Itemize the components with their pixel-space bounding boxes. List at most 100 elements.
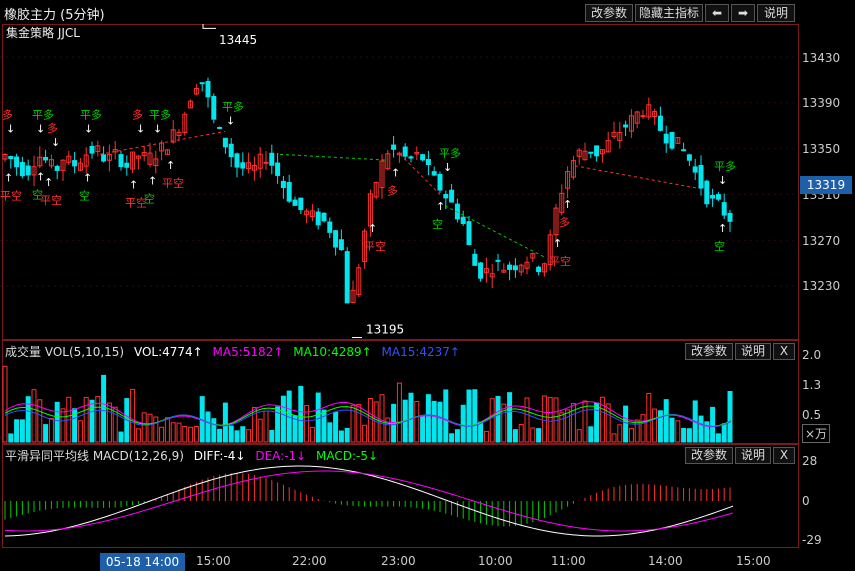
candle-body — [617, 132, 623, 142]
trade-signal-arrow: ↓ — [84, 122, 93, 135]
candle-body — [170, 129, 176, 143]
volume-bar — [512, 429, 518, 443]
trade-signal-arrow: ↓ — [51, 136, 60, 149]
volume-bar — [414, 401, 420, 443]
candle-body — [43, 156, 49, 161]
trade-signal-arrow: ↑ — [129, 178, 138, 191]
trade-signal-label: 平空 — [364, 239, 386, 253]
candle-body — [280, 180, 286, 189]
volume-bar — [362, 424, 368, 443]
candle-body — [193, 88, 199, 95]
candle-body — [663, 133, 669, 144]
high-price-label: 13445 — [219, 33, 257, 47]
volume-bar — [483, 430, 489, 443]
macd-dea-line — [4, 470, 734, 532]
volume-bar — [321, 409, 327, 443]
trade-signal-arrow: ↓ — [136, 122, 145, 135]
volume-bar — [43, 424, 49, 443]
candle-body — [710, 194, 716, 199]
time-axis: 05-18 14:00 15:00 22:00 23:00 10:00 11:0… — [0, 548, 855, 571]
trade-signal-label: 平多 — [32, 107, 54, 121]
volume-bar — [454, 429, 460, 443]
volume-bar — [135, 428, 141, 443]
volume-close-button[interactable]: X — [773, 343, 795, 360]
candle-body — [391, 144, 397, 150]
chart-title: 橡胶主力 (5分钟) — [4, 8, 105, 23]
trade-signal-arrow: ↑ — [391, 166, 400, 179]
volume-bar — [25, 396, 31, 443]
trade-signal-arrow: ↑ — [83, 171, 92, 184]
candle-body — [269, 152, 275, 166]
volume-bar — [640, 414, 646, 443]
candle-body — [704, 180, 710, 205]
trade-signal-arrow: ↑ — [36, 170, 45, 183]
candle-body — [89, 145, 95, 154]
candle-body — [652, 111, 658, 117]
trade-signal-label: 多 — [47, 121, 58, 135]
volume-params-button[interactable]: 改参数 — [685, 343, 733, 360]
candle-body — [518, 264, 524, 273]
candle-body — [309, 210, 315, 218]
volume-bar — [182, 426, 188, 443]
volume-bar — [101, 374, 107, 443]
hide-main-indicator-button[interactable]: 隐藏主指标 — [635, 4, 703, 22]
change-params-button[interactable]: 改参数 — [585, 4, 633, 22]
volume-bar — [333, 411, 339, 443]
volume-bar — [130, 388, 136, 443]
candle-body — [130, 151, 136, 170]
volume-bar — [95, 395, 101, 443]
volume-bar — [147, 413, 153, 443]
volume-bar — [425, 394, 431, 443]
scroll-left-button[interactable]: ⬅ — [705, 4, 729, 22]
ma15-value: MA15:4237↑ — [381, 345, 460, 359]
candle-body — [240, 162, 246, 169]
volume-title: 成交量 VOL(5,10,15) — [5, 345, 125, 359]
candle-body — [77, 162, 83, 171]
candle-body — [443, 193, 449, 199]
candle-body — [611, 131, 617, 138]
high-marker — [202, 24, 216, 29]
candle-body — [164, 149, 170, 155]
macd-close-button[interactable]: X — [773, 447, 795, 464]
candle-body — [344, 251, 350, 304]
candle-body — [333, 230, 339, 248]
candle-body — [19, 162, 25, 177]
candle-body — [634, 111, 640, 124]
volume-bar — [385, 417, 391, 443]
trade-signal-label: 平空 — [40, 193, 62, 207]
volume-bar — [327, 422, 333, 443]
scroll-right-button[interactable]: ➡ — [731, 4, 755, 22]
candle-body — [640, 115, 646, 118]
macd-params-button[interactable]: 改参数 — [685, 447, 733, 464]
candle-body — [246, 162, 252, 170]
candle-body — [66, 155, 72, 163]
candle-body — [72, 160, 78, 167]
candle-body — [222, 137, 228, 148]
candle-body — [478, 262, 484, 279]
volume-bar — [72, 408, 78, 443]
candle-body — [721, 202, 727, 216]
volume-bar — [228, 425, 234, 443]
volume-bar — [367, 398, 373, 443]
candle-body — [373, 182, 379, 198]
trade-signal-arrow: ↓ — [153, 123, 162, 136]
trend-line — [444, 205, 546, 258]
candle-body — [582, 150, 588, 161]
volume-bar — [234, 430, 240, 443]
trend-line — [279, 153, 386, 161]
help-button[interactable]: 说明 — [757, 4, 795, 22]
volume-bar — [669, 417, 675, 443]
volume-help-button[interactable]: 说明 — [735, 343, 771, 360]
candle-body — [675, 137, 681, 144]
candle-body — [362, 230, 368, 262]
volume-bar — [675, 420, 681, 443]
candle-body — [304, 210, 310, 216]
volume-bar — [478, 421, 484, 443]
candle-body — [686, 154, 692, 161]
volume-bar — [460, 404, 466, 443]
candle-body — [588, 151, 594, 154]
price-axis: 13430 13390 13350 13310 13270 13230 1331… — [800, 24, 855, 340]
trade-signal-arrow: ↓ — [36, 122, 45, 135]
trade-signal-label: 平多 — [222, 100, 244, 114]
macd-help-button[interactable]: 说明 — [735, 447, 771, 464]
